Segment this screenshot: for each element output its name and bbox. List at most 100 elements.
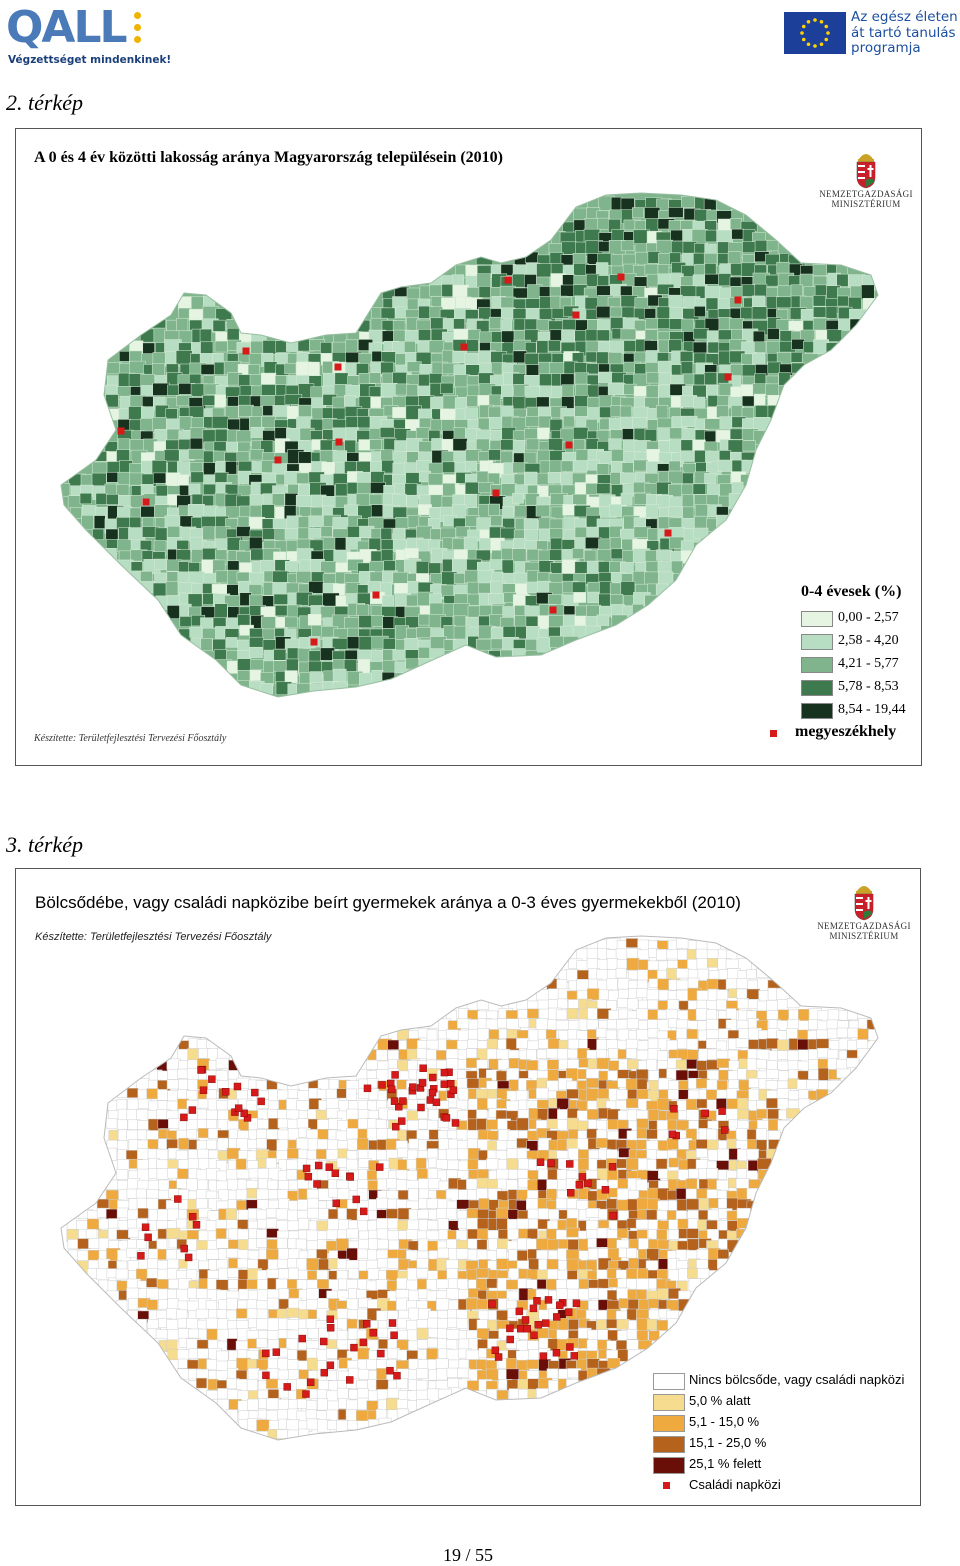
- municipality: [467, 1038, 479, 1049]
- municipality: [567, 1048, 580, 1059]
- coat-of-arms-icon: [854, 886, 874, 921]
- napkozi-marker: [378, 1081, 386, 1089]
- municipality: [586, 1229, 599, 1240]
- municipality: [719, 416, 732, 430]
- ministry-name: NEMZETGAZDASÁGI: [817, 921, 911, 931]
- municipality: [668, 207, 684, 218]
- municipality: [250, 659, 264, 671]
- municipality: [167, 1328, 180, 1342]
- municipality: [357, 1128, 369, 1139]
- municipality: [606, 958, 619, 970]
- municipality: [186, 1129, 197, 1140]
- map1-heading: 2. térkép: [6, 90, 83, 115]
- municipality: [261, 384, 276, 396]
- municipality: [741, 284, 757, 297]
- municipality: [585, 351, 599, 363]
- municipality: [199, 328, 213, 343]
- municipality: [643, 340, 658, 352]
- municipality: [786, 1108, 800, 1119]
- municipality: [284, 560, 299, 572]
- municipality: [608, 417, 623, 432]
- municipality: [527, 1340, 539, 1350]
- municipality: [226, 1219, 238, 1230]
- municipality: [727, 251, 742, 266]
- municipality: [567, 1147, 580, 1161]
- legend-swatch: [801, 611, 833, 627]
- map2-legend-napkozi-label: Családi napközi: [689, 1477, 781, 1492]
- municipality: [740, 306, 753, 320]
- municipality: [496, 1248, 507, 1260]
- municipality: [736, 1207, 751, 1219]
- municipality: [633, 459, 648, 472]
- municipality: [405, 658, 421, 670]
- municipality: [645, 504, 659, 519]
- municipality: [777, 1039, 789, 1051]
- municipality: [406, 287, 420, 300]
- municipality: [656, 948, 668, 961]
- napkozi-marker: [188, 1106, 197, 1114]
- municipality: [435, 1159, 449, 1170]
- napkozi-marker: [418, 1079, 427, 1087]
- municipality: [176, 317, 189, 333]
- municipality: [345, 416, 359, 428]
- municipality: [215, 1228, 227, 1240]
- eu-star-icon: [806, 42, 811, 47]
- municipality: [441, 297, 456, 312]
- municipality: [477, 1097, 489, 1112]
- municipality: [464, 460, 478, 472]
- municipality: [249, 636, 264, 649]
- seat-marker-icon: [770, 730, 777, 737]
- municipality: [415, 560, 431, 575]
- municipality: [336, 1387, 349, 1400]
- legend-swatch: [653, 1436, 685, 1453]
- napkozi-marker: [578, 1173, 587, 1181]
- municipality: [453, 427, 467, 440]
- municipality: [408, 1138, 420, 1149]
- eu-star-icon: [813, 44, 817, 48]
- napkozi-marker: [306, 1378, 315, 1386]
- municipality: [694, 515, 708, 529]
- napkozi-marker: [304, 1172, 313, 1181]
- eu-star-icon: [801, 24, 806, 29]
- municipality: [249, 536, 263, 551]
- map1-legend-seat-label: megyeszékhely: [795, 723, 897, 740]
- municipality: [295, 495, 312, 507]
- municipality: [117, 438, 130, 451]
- municipality: [526, 1198, 539, 1210]
- municipality: [407, 1188, 419, 1202]
- municipality: [466, 1138, 478, 1150]
- municipality: [195, 1288, 208, 1299]
- municipality: [286, 1169, 299, 1180]
- municipality: [555, 1019, 570, 1030]
- municipality: [607, 383, 626, 396]
- municipality: [378, 1339, 389, 1349]
- municipality: [616, 1199, 629, 1212]
- municipality: [742, 440, 756, 452]
- napkozi-marker: [251, 1088, 259, 1097]
- legend-swatch: [653, 1373, 685, 1390]
- municipality: [117, 539, 132, 552]
- county-seat-marker: [372, 591, 380, 599]
- municipality: [336, 1329, 348, 1340]
- municipality: [452, 438, 468, 452]
- eu-logo-line: át tartó tanulás: [851, 24, 956, 41]
- municipality: [256, 1138, 268, 1149]
- napkozi-marker: [494, 1353, 503, 1361]
- municipality: [452, 284, 470, 298]
- municipality: [621, 306, 635, 318]
- napkozi-marker: [440, 1080, 449, 1088]
- municipality: [175, 350, 193, 365]
- municipality: [129, 360, 146, 375]
- napkozi-marker: [332, 1199, 340, 1208]
- municipality: [595, 1137, 609, 1148]
- municipality: [645, 350, 660, 363]
- eu-logo-line: programja: [851, 40, 921, 56]
- municipality: [728, 318, 744, 331]
- municipality: [586, 1128, 599, 1139]
- municipality: [550, 263, 564, 275]
- eu-star-icon: [826, 31, 830, 35]
- napkozi-marker: [553, 1313, 561, 1321]
- napkozi-marker: [517, 1324, 525, 1333]
- municipality: [151, 460, 167, 475]
- ministry-logo: NEMZETGAZDASÁGI MINISZTÉRIUM: [816, 149, 916, 209]
